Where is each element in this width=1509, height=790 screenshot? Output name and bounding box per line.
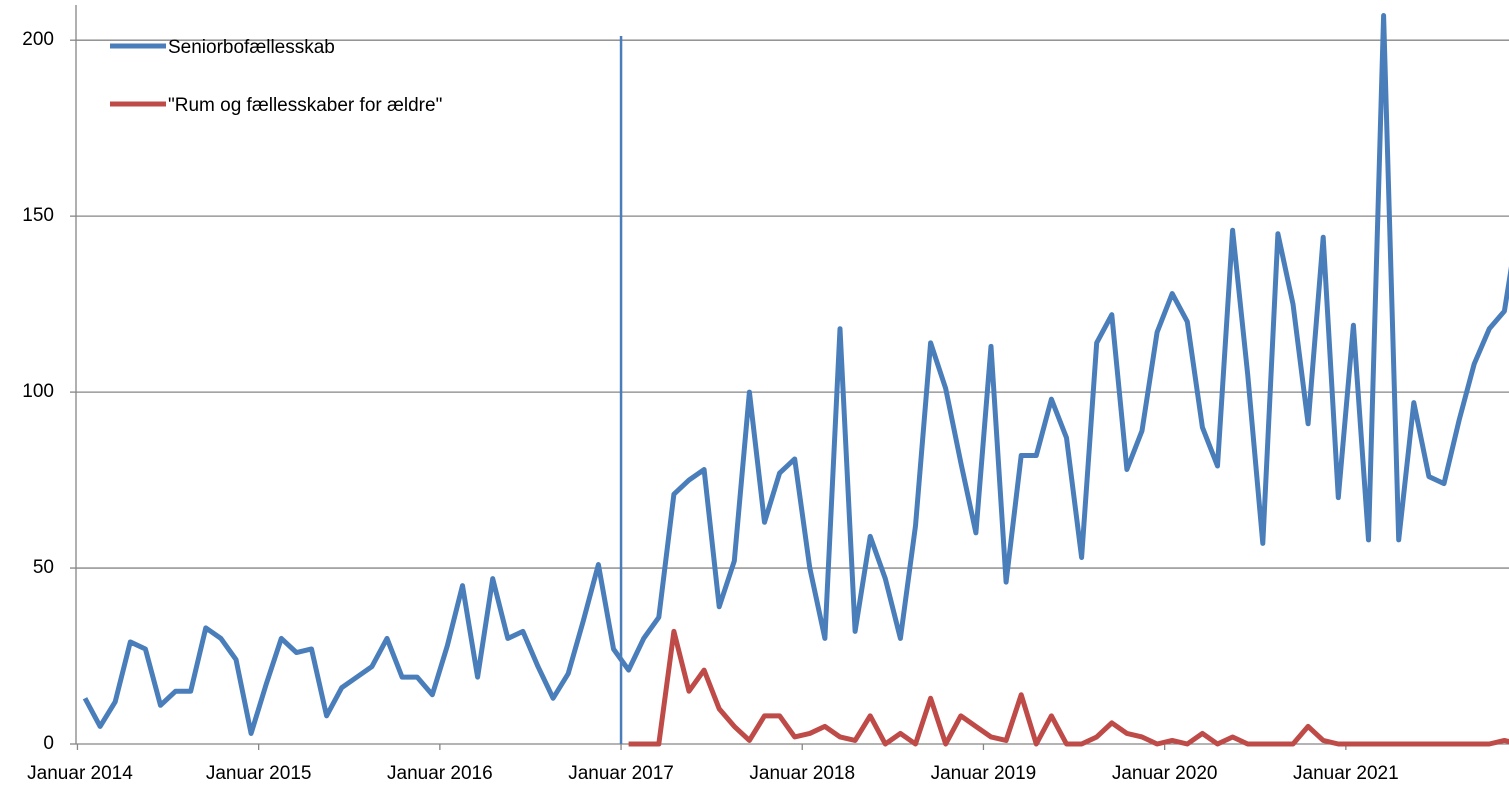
x-tick-label: Januar 2014 xyxy=(27,763,133,784)
x-tick-label: Januar 2018 xyxy=(749,763,855,784)
y-tick-label: 150 xyxy=(22,205,54,226)
y-tick-label: 0 xyxy=(43,733,54,754)
legend-label: Seniorbofællesskab xyxy=(168,37,335,58)
x-tick-label: Januar 2021 xyxy=(1293,763,1399,784)
series-line xyxy=(628,628,1509,747)
y-tick-label: 50 xyxy=(33,557,54,578)
x-tick-label: Januar 2015 xyxy=(206,763,312,784)
x-tick-label: Januar 2016 xyxy=(387,763,493,784)
x-tick-label: Januar 2017 xyxy=(568,763,674,784)
y-tick-label: 200 xyxy=(22,29,54,50)
x-tick-label: Januar 2020 xyxy=(1112,763,1218,784)
series-line xyxy=(82,13,1509,736)
legend-label: "Rum og fællesskaber for ældre" xyxy=(168,95,442,116)
y-tick-label: 100 xyxy=(22,381,54,402)
x-tick-label: Januar 2019 xyxy=(931,763,1037,784)
